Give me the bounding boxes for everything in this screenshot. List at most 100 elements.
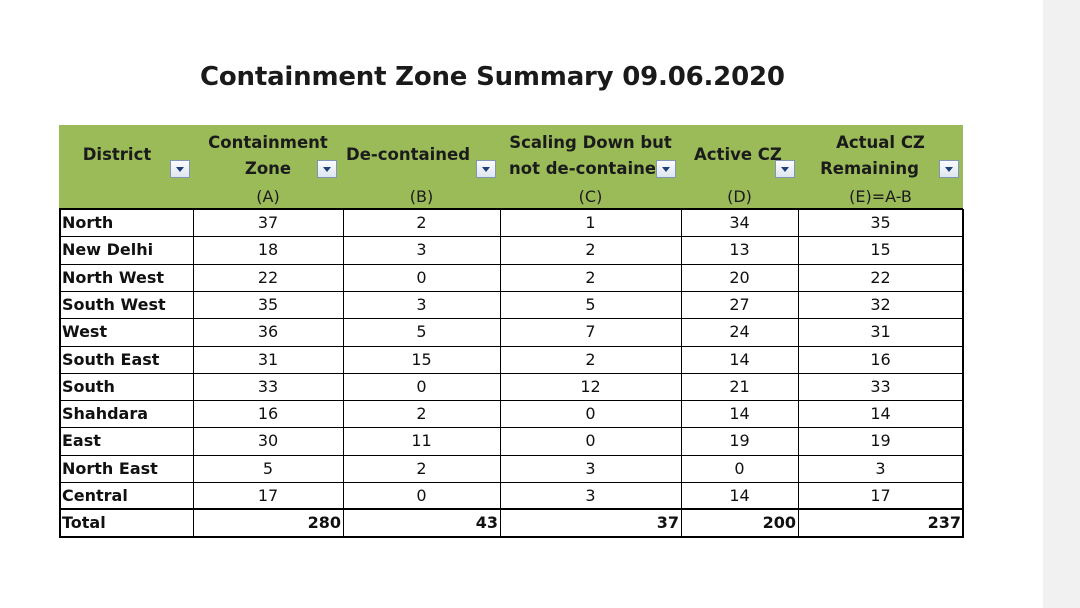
value-cell-a[interactable]: 18 [257,240,279,260]
value-cell-b[interactable]: 5 [416,322,427,342]
value-cell-e[interactable]: 15 [870,240,891,260]
column-divider [798,209,799,538]
value-cell-d[interactable]: 20 [729,267,750,287]
column-header-containment-zone: Containment Zone (A) [193,125,343,209]
value-cell-a[interactable]: 22 [257,267,279,287]
district-cell[interactable]: North [62,213,114,232]
district-cell[interactable]: West [62,322,108,342]
value-cell-b[interactable]: 2 [416,213,427,232]
value-cell-d[interactable]: 14 [729,486,750,505]
value-cell-a[interactable]: 30 [257,431,279,451]
district-cell[interactable]: North East [62,458,158,478]
column-divider [962,209,964,538]
value-cell-d[interactable]: 14 [729,404,750,424]
value-cell-c[interactable]: 2 [585,240,596,260]
value-cell-c[interactable]: 2 [585,349,596,369]
value-cell-a[interactable]: 35 [257,294,279,314]
filter-dropdown-icon[interactable] [317,160,337,178]
column-header-label: Actual CZ [836,133,925,152]
filter-dropdown-icon[interactable] [775,160,795,178]
value-cell-a[interactable]: 36 [257,322,279,342]
value-cell-b[interactable]: 0 [416,267,427,287]
district-cell[interactable]: Shahdara [62,404,149,424]
value-cell-b[interactable]: 43 [475,513,498,533]
column-header-scaling-down: Scaling Down but not de-containe (C) [500,125,681,209]
value-cell-b[interactable]: 0 [416,486,427,505]
row-divider [59,535,963,538]
row-divider [59,345,963,347]
value-cell-e[interactable]: 237 [927,513,961,533]
column-code: (E)=A-B [849,187,912,206]
value-cell-a[interactable]: 37 [257,213,279,232]
district-cell[interactable]: Central [62,486,128,505]
value-cell-d[interactable]: 0 [734,458,745,478]
column-divider [343,209,344,538]
value-cell-e[interactable]: 16 [870,349,891,369]
value-cell-c[interactable]: 7 [585,322,596,342]
value-cell-d[interactable]: 200 [762,513,796,533]
value-cell-d[interactable]: 19 [729,431,750,451]
district-cell[interactable]: North West [62,267,164,287]
value-cell-a[interactable]: 5 [262,458,274,478]
value-cell-d[interactable]: 24 [729,322,750,342]
value-cell-e[interactable]: 22 [870,267,891,287]
value-cell-b[interactable]: 11 [411,431,432,451]
value-cell-b[interactable]: 3 [416,294,427,314]
value-cell-a[interactable]: 280 [307,513,341,533]
filter-dropdown-icon[interactable] [170,160,190,178]
district-cell[interactable]: South [62,376,115,396]
filter-dropdown-icon[interactable] [656,160,676,178]
value-cell-b[interactable]: 2 [416,404,427,424]
table-row: North West 22 0 2 20 22 [59,264,963,291]
filter-dropdown-icon[interactable] [939,160,959,178]
table-row: New Delhi 18 3 2 13 15 [59,236,963,263]
row-divider [59,263,963,265]
filter-dropdown-icon[interactable] [476,160,496,178]
value-cell-e[interactable]: 19 [870,431,891,451]
value-cell-c[interactable]: 0 [585,431,596,451]
value-cell-c[interactable]: 1 [585,213,596,232]
table-header: District Containment Zone (A) De-contain… [59,125,963,209]
value-cell-c[interactable]: 5 [585,294,596,314]
value-cell-e[interactable]: 3 [875,458,886,478]
value-cell-b[interactable]: 15 [411,349,432,369]
value-cell-e[interactable]: 31 [870,322,891,342]
district-cell[interactable]: South East [62,349,160,369]
value-cell-c[interactable]: 12 [580,376,601,396]
value-cell-d[interactable]: 27 [729,294,750,314]
value-cell-a[interactable]: 17 [257,486,279,505]
value-cell-b[interactable]: 2 [416,458,427,478]
district-cell[interactable]: South West [62,294,166,314]
column-header-actual-cz: Actual CZ Remaining (E)=A-B [798,125,963,209]
value-cell-c[interactable]: 0 [585,404,596,424]
row-divider [59,508,963,511]
value-cell-c[interactable]: 2 [585,267,596,287]
value-cell-b[interactable]: 0 [416,376,427,396]
district-cell[interactable]: Total [62,513,106,533]
value-cell-e[interactable]: 17 [870,486,891,505]
value-cell-e[interactable]: 33 [870,376,891,396]
value-cell-d[interactable]: 14 [729,349,750,369]
value-cell-b[interactable]: 3 [416,240,427,260]
column-header-label-line2: Remaining [820,159,919,178]
value-cell-c[interactable]: 3 [585,458,596,478]
column-header-label-line2: not de-containe [509,159,655,178]
district-cell[interactable]: East [62,431,101,451]
row-divider [59,208,963,210]
value-cell-c[interactable]: 3 [585,486,596,505]
value-cell-a[interactable]: 16 [257,404,279,424]
table-row: Central 17 0 3 14 17 [59,482,963,509]
value-cell-c[interactable]: 37 [656,513,679,533]
table-row: North 37 2 1 34 35 [59,209,963,236]
value-cell-d[interactable]: 13 [729,240,750,260]
value-cell-d[interactable]: 34 [729,213,750,232]
column-divider [193,209,194,538]
value-cell-e[interactable]: 35 [870,213,891,232]
value-cell-e[interactable]: 14 [870,404,891,424]
table-row: South West 35 3 5 27 32 [59,291,963,318]
value-cell-a[interactable]: 31 [257,349,279,369]
district-cell[interactable]: New Delhi [62,240,154,260]
value-cell-a[interactable]: 33 [257,376,279,396]
value-cell-e[interactable]: 32 [870,294,891,314]
value-cell-d[interactable]: 21 [729,376,750,396]
